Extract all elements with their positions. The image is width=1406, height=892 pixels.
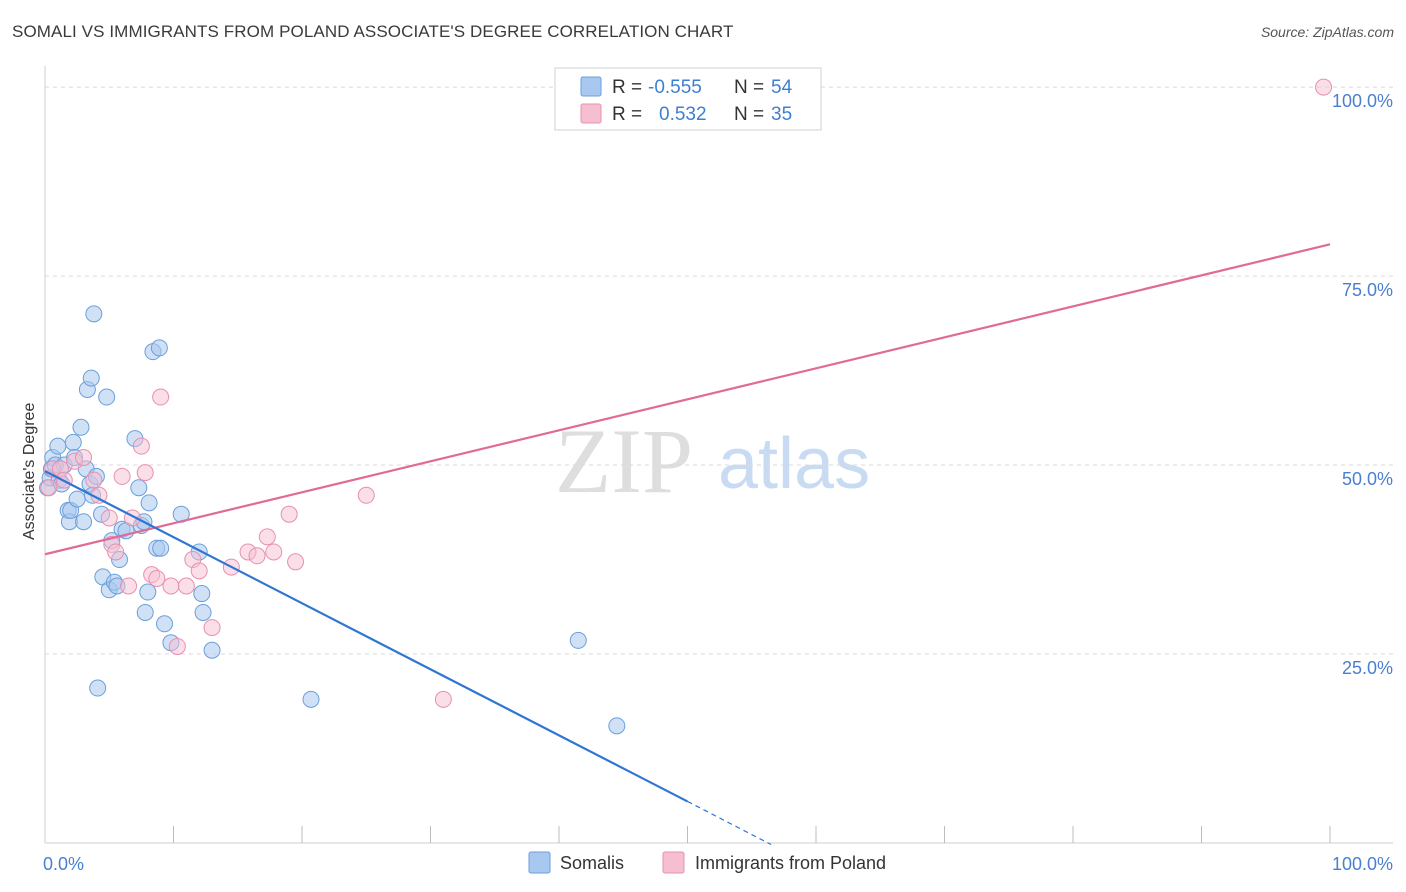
somali-point xyxy=(98,388,116,406)
legend-r-value-poland: 0.532 xyxy=(659,104,707,125)
poland-point xyxy=(162,577,180,595)
watermark-zip: ZIP xyxy=(555,410,693,512)
poland-point xyxy=(168,637,186,655)
bottom-legend-swatch-poland xyxy=(662,851,685,874)
somali-point xyxy=(136,603,154,621)
correlation-legend: R = -0.555 N = 54 R = 0.532 N = 35 xyxy=(554,67,822,131)
bottom-legend-label-somali: Somalis xyxy=(560,853,624,873)
y-axis-title: Associate's Degree xyxy=(21,403,38,540)
poland-point xyxy=(280,505,298,523)
poland-point xyxy=(190,562,208,580)
somali-point xyxy=(302,690,320,708)
somali-point xyxy=(139,583,157,601)
bottom-legend-swatch-somali xyxy=(528,851,551,874)
somali-point xyxy=(89,679,107,697)
poland-point xyxy=(132,437,150,455)
somali-point xyxy=(68,490,86,508)
watermark: ZIP atlas xyxy=(555,410,870,512)
legend-n-value-somali: 54 xyxy=(771,77,793,98)
somali-point xyxy=(608,717,626,735)
somali-trend-line xyxy=(44,470,689,803)
poland-point xyxy=(203,619,221,637)
y-tick-label: 25.0% xyxy=(1342,658,1393,678)
poland-point xyxy=(113,467,131,485)
legend-n-label: N = xyxy=(734,104,764,125)
poland-point xyxy=(100,509,118,527)
legend-swatch-poland xyxy=(580,103,602,124)
legend-r-label: R = xyxy=(612,104,642,125)
source-credit: Source: ZipAtlas.com xyxy=(1260,24,1394,40)
axis-ticks xyxy=(173,826,1331,843)
poland-point xyxy=(40,479,58,497)
somali-point xyxy=(75,513,93,531)
legend-n-value-poland: 35 xyxy=(771,104,792,125)
somali-point xyxy=(130,479,148,497)
somali-point xyxy=(140,494,158,512)
x-tick-label-max: 100.0% xyxy=(1332,854,1393,874)
somali-point xyxy=(72,418,90,436)
poland-point xyxy=(1315,78,1333,96)
poland-point xyxy=(434,690,452,708)
x-tick-label-min: 0.0% xyxy=(43,854,84,874)
poland-point xyxy=(258,528,276,546)
poland-point xyxy=(136,464,154,482)
somali-point xyxy=(193,585,211,603)
chart-title: SOMALI VS IMMIGRANTS FROM POLAND ASSOCIA… xyxy=(12,22,734,41)
poland-point xyxy=(85,471,103,489)
legend-swatch-somali xyxy=(580,76,602,97)
poland-point xyxy=(75,449,93,466)
legend-r-value-somali: -0.555 xyxy=(648,77,702,98)
poland-points xyxy=(40,78,1333,708)
poland-trend-line xyxy=(44,243,1331,556)
somali-point xyxy=(203,641,221,659)
watermark-atlas: atlas xyxy=(718,424,870,504)
somali-point xyxy=(569,631,587,649)
poland-point xyxy=(107,543,125,561)
y-tick-label: 50.0% xyxy=(1342,469,1393,489)
legend-n-label: N = xyxy=(734,77,764,98)
legend-r-label: R = xyxy=(612,77,642,98)
poland-point xyxy=(357,486,375,504)
poland-point xyxy=(265,543,283,561)
poland-point xyxy=(148,569,166,587)
bottom-legend-label-poland: Immigrants from Poland xyxy=(695,853,886,873)
somali-point xyxy=(49,437,67,455)
somali-point xyxy=(85,305,103,323)
somali-point xyxy=(152,539,170,557)
series-legend: Somalis Immigrants from Poland xyxy=(528,851,886,874)
somali-point xyxy=(150,339,168,357)
trend-lines xyxy=(44,243,1331,846)
poland-point xyxy=(177,577,195,595)
somali-point xyxy=(82,369,100,387)
somali-point xyxy=(64,433,82,451)
gridlines: 25.0% 50.0% 75.0% 100.0% xyxy=(45,86,1393,678)
somali-point xyxy=(156,615,174,633)
poland-point xyxy=(152,388,170,406)
poland-point xyxy=(120,577,138,595)
y-tick-label: 100.0% xyxy=(1332,91,1393,111)
somali-trend-extension xyxy=(687,800,772,846)
poland-point xyxy=(287,553,305,571)
poland-point xyxy=(248,547,266,565)
somali-point xyxy=(194,603,212,621)
y-tick-label: 75.0% xyxy=(1342,280,1393,300)
